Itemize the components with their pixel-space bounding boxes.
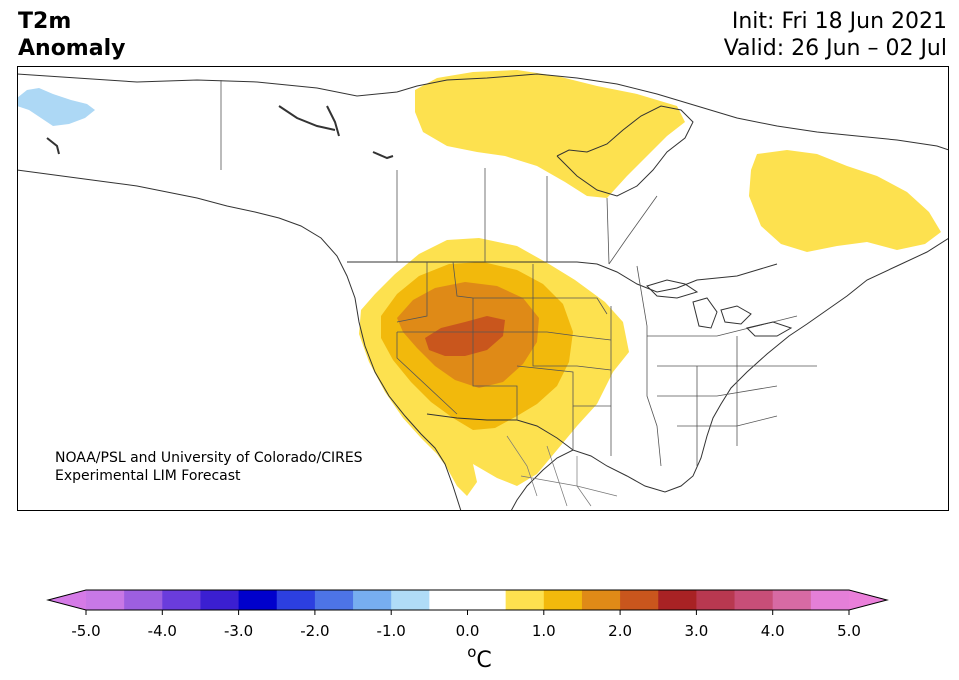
- hudson-bay-coast: [556, 105, 694, 197]
- unit-degree: o: [467, 643, 477, 661]
- colorbar-tick-label: 2.0: [608, 622, 632, 640]
- colorbar-tick-label: 0.0: [456, 622, 480, 640]
- colorbar-segment: [467, 590, 507, 610]
- mexico-state-borders: [506, 435, 618, 507]
- colorbar-segment: [810, 590, 850, 610]
- colorbar-segment: [238, 590, 278, 610]
- colorbar-tick-label: 1.0: [532, 622, 556, 640]
- colorbar-extend-low: [48, 590, 86, 610]
- title-line2: Anomaly: [18, 36, 126, 61]
- colorbar-tick-label: -2.0: [300, 622, 329, 640]
- colorbar-segment: [429, 590, 468, 610]
- great-lakes: [646, 279, 793, 337]
- data-credit: NOAA/PSL and University of Colorado/CIRE…: [55, 449, 363, 485]
- colorbar-segment: [581, 590, 621, 610]
- colorbar-segment: [772, 590, 812, 610]
- anomaly-map: [17, 66, 949, 511]
- colorbar-ticks: -5.0 -4.0 -3.0 -2.0 -1.0 0.0 1.0 2.0 3.0 4.0 5.0: [71, 610, 861, 640]
- colorbar-segment: [353, 590, 392, 610]
- canada-us-border: [347, 261, 778, 293]
- colorbar-tick-label: -5.0: [71, 622, 100, 640]
- colorbar-tick-label: 5.0: [837, 622, 861, 640]
- colorbar-segment: [391, 590, 430, 610]
- cold-anomaly-alaska: [17, 88, 95, 126]
- lakes: [46, 105, 394, 160]
- colorbar-tick-label: 3.0: [684, 622, 708, 640]
- colorbar-unit-label: oC oC: [0, 643, 959, 673]
- map-frame: [17, 66, 949, 511]
- warm-anomaly-hudson-bay: [415, 70, 685, 198]
- colorbar-segment: [696, 590, 736, 610]
- credit-line1: NOAA/PSL and University of Colorado/CIRE…: [55, 450, 363, 466]
- province-state-borders: [220, 80, 817, 467]
- colorbar-extend-high: [849, 590, 887, 610]
- colorbar-segment: [124, 590, 163, 610]
- map-title: T2m Anomaly: [18, 8, 125, 62]
- valid-date: Valid: 26 Jun – 02 Jul: [723, 36, 947, 61]
- credit-line2: Experimental LIM Forecast: [55, 468, 241, 484]
- colorbar-segments: [86, 590, 850, 610]
- warm-anomaly-eastern-canada: [749, 150, 941, 252]
- colorbar-segment: [86, 590, 125, 610]
- colorbar-segment: [734, 590, 774, 610]
- title-line1: T2m: [18, 9, 72, 34]
- forecast-dates: Init: Fri 18 Jun 2021 Valid: 26 Jun – 02…: [724, 8, 947, 62]
- colorbar-segment: [658, 590, 697, 610]
- colorbar-segment: [200, 590, 240, 610]
- colorbar-segment: [543, 590, 583, 610]
- coastline: [17, 73, 949, 511]
- colorbar-segment: [162, 590, 201, 610]
- colorbar-tick-label: -3.0: [224, 622, 253, 640]
- colorbar-tick-label: 4.0: [761, 622, 785, 640]
- colorbar-segment: [620, 590, 659, 610]
- colorbar-segment: [276, 590, 316, 610]
- init-date: Init: Fri 18 Jun 2021: [731, 9, 947, 34]
- colorbar-segment: [505, 590, 545, 610]
- colorbar-tick-label: -1.0: [377, 622, 406, 640]
- unit-letter: C: [476, 648, 492, 673]
- colorbar-segment: [314, 590, 354, 610]
- colorbar: -5.0 -4.0 -3.0 -2.0 -1.0 0.0 1.0 2.0 3.0 4.0 5.0: [46, 589, 889, 640]
- warm-anomaly-western-us-4c: [425, 316, 505, 356]
- colorbar-tick-label: -4.0: [148, 622, 177, 640]
